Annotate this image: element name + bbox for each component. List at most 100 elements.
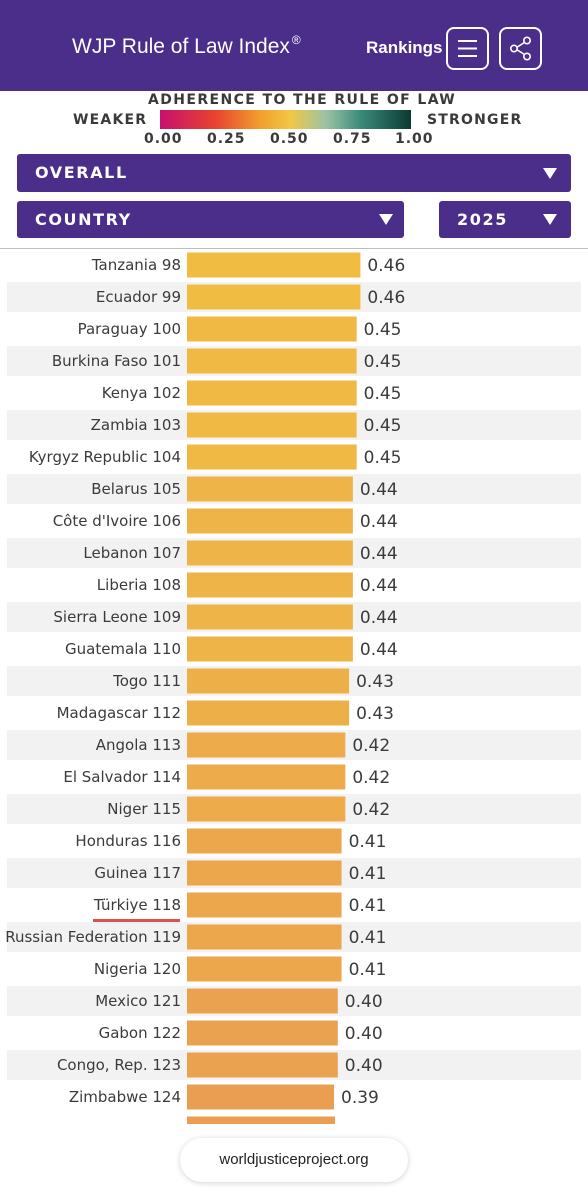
legend-tick: 0.00 bbox=[144, 131, 183, 147]
share-icon bbox=[510, 36, 531, 61]
score-bar bbox=[187, 860, 342, 886]
score-bar bbox=[187, 476, 353, 502]
chevron-down-icon bbox=[543, 168, 557, 179]
score-label: 0.41 bbox=[349, 960, 387, 980]
dimension-dropdown-value: COUNTRY bbox=[35, 210, 132, 229]
score-label: 0.44 bbox=[360, 480, 398, 500]
score-bar bbox=[187, 700, 350, 726]
legend-tick: 1.00 bbox=[395, 131, 434, 147]
country-label: Kenya 102 bbox=[102, 384, 181, 402]
legend-weaker-label: WEAKER bbox=[73, 112, 148, 128]
legend-tick: 0.75 bbox=[333, 131, 372, 147]
share-button[interactable] bbox=[499, 27, 542, 70]
chevron-down-icon bbox=[543, 214, 557, 225]
score-label: 0.45 bbox=[364, 320, 402, 340]
score-label: 0.46 bbox=[367, 288, 405, 308]
score-bar bbox=[187, 316, 357, 342]
score-label: 0.44 bbox=[360, 576, 398, 596]
score-label: 0.45 bbox=[364, 416, 402, 436]
chevron-down-icon bbox=[379, 214, 393, 225]
score-label: 0.42 bbox=[352, 736, 390, 756]
menu-button[interactable] bbox=[446, 27, 489, 70]
country-label: Lebanon 107 bbox=[83, 544, 181, 562]
ranking-chart[interactable]: Tanzania 98 0.46 Ecuador 99 0.46 Paraguay 10… bbox=[0, 248, 588, 1124]
highlight-underline bbox=[93, 919, 180, 922]
header-bar: WJP Rule of Law Index ® Rankings bbox=[0, 0, 588, 91]
app-title: WJP Rule of Law Index ® bbox=[72, 33, 301, 59]
country-label: Türkiye 118 bbox=[93, 896, 181, 914]
score-bar bbox=[187, 380, 357, 406]
rankings-label[interactable]: Rankings bbox=[366, 38, 443, 57]
country-label: Madagascar 112 bbox=[57, 704, 181, 722]
score-label: 0.40 bbox=[345, 1024, 383, 1044]
country-label: Ecuador 99 bbox=[96, 288, 181, 306]
score-label: 0.41 bbox=[349, 864, 387, 884]
country-label: Congo, Rep. 123 bbox=[57, 1056, 181, 1074]
country-label: Tanzania 98 bbox=[91, 256, 181, 274]
country-label: Mexico 121 bbox=[95, 992, 181, 1010]
score-bar bbox=[187, 284, 361, 310]
country-label: El Salvador 114 bbox=[63, 768, 181, 786]
score-label: 0.41 bbox=[349, 832, 387, 852]
score-label: 0.44 bbox=[360, 544, 398, 564]
legend-tick: 0.50 bbox=[270, 131, 309, 147]
country-label: Kyrgyz Republic 104 bbox=[29, 448, 181, 466]
source-link[interactable]: worldjusticeproject.org bbox=[180, 1138, 408, 1182]
score-label: 0.45 bbox=[364, 448, 402, 468]
country-label: Zimbabwe 124 bbox=[69, 1088, 181, 1106]
app-title-text: WJP Rule of Law Index bbox=[72, 35, 290, 58]
score-label: 0.44 bbox=[360, 512, 398, 532]
country-label: Guinea 117 bbox=[94, 864, 181, 882]
score-label: 0.44 bbox=[360, 640, 398, 660]
score-label: 0.41 bbox=[349, 928, 387, 948]
score-label: 0.40 bbox=[345, 992, 383, 1012]
ranking-bar-chart: Tanzania 98 0.46 Ecuador 99 0.46 Paraguay 10… bbox=[5, 252, 581, 1124]
score-label: 0.40 bbox=[345, 1056, 383, 1076]
score-bar bbox=[187, 732, 346, 758]
source-link-text: worldjusticeproject.org bbox=[219, 1151, 369, 1168]
legend-tick: 0.25 bbox=[207, 131, 246, 147]
year-dropdown-value: 2025 bbox=[457, 210, 508, 229]
score-bar bbox=[187, 636, 353, 662]
score-bar bbox=[187, 796, 346, 822]
country-label: Gabon 122 bbox=[99, 1024, 181, 1042]
country-label: Nigeria 120 bbox=[94, 960, 181, 978]
score-bar bbox=[187, 412, 357, 438]
score-bar bbox=[187, 764, 346, 790]
hamburger-menu-icon bbox=[458, 40, 477, 57]
country-label: Honduras 116 bbox=[75, 832, 181, 850]
score-label: 0.41 bbox=[349, 896, 387, 916]
score-bar bbox=[187, 892, 342, 918]
legend-stronger-label: STRONGER bbox=[427, 112, 523, 128]
score-bar bbox=[187, 508, 353, 534]
score-bar bbox=[187, 1084, 335, 1110]
score-label: 0.42 bbox=[352, 768, 390, 788]
score-bar bbox=[187, 540, 353, 566]
score-label: 0.39 bbox=[341, 1088, 379, 1108]
score-label: 0.43 bbox=[356, 704, 394, 724]
score-label: 0.45 bbox=[364, 352, 402, 372]
country-label: Togo 111 bbox=[112, 672, 181, 690]
legend-color-scale bbox=[160, 110, 411, 129]
factor-dropdown[interactable]: OVERALL bbox=[17, 154, 571, 192]
country-label: Niger 115 bbox=[107, 800, 181, 818]
registered-mark: ® bbox=[291, 33, 301, 47]
score-bar bbox=[187, 1020, 338, 1046]
score-bar bbox=[187, 604, 353, 630]
score-bar bbox=[187, 572, 353, 598]
country-label: Liberia 108 bbox=[97, 576, 181, 594]
country-label: Paraguay 100 bbox=[78, 320, 181, 338]
score-bar bbox=[187, 668, 350, 694]
country-label: Guatemala 110 bbox=[65, 640, 181, 658]
score-label: 0.44 bbox=[360, 608, 398, 628]
country-label: Burkina Faso 101 bbox=[52, 352, 181, 370]
country-label: Angola 113 bbox=[96, 736, 181, 754]
country-label: Côte d'Ivoire 106 bbox=[53, 512, 181, 530]
dimension-dropdown[interactable]: COUNTRY bbox=[17, 201, 404, 238]
score-bar bbox=[187, 956, 342, 982]
score-bar bbox=[187, 252, 361, 278]
partial-bar bbox=[187, 1116, 335, 1124]
country-label: Belarus 105 bbox=[91, 480, 181, 498]
year-dropdown[interactable]: 2025 bbox=[439, 201, 571, 238]
score-label: 0.46 bbox=[367, 256, 405, 276]
